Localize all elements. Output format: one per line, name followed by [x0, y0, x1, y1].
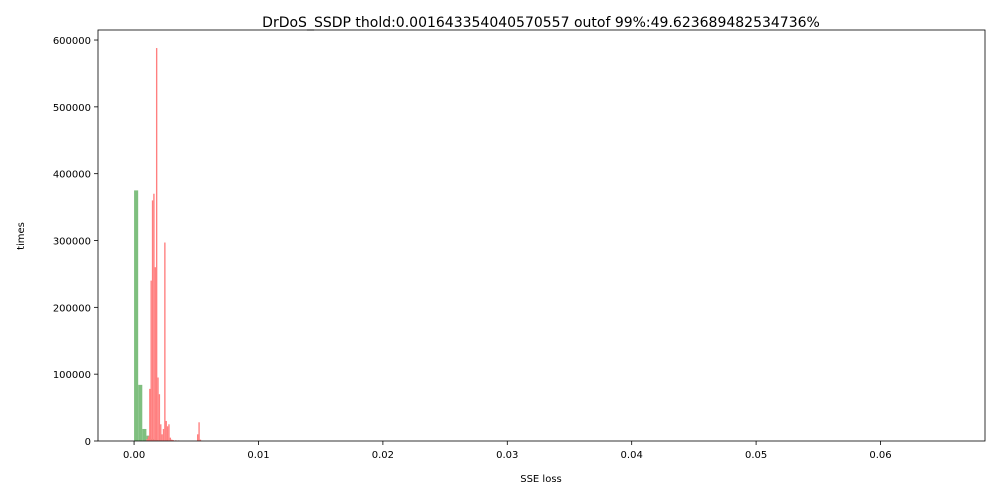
- histogram-bar: [157, 377, 159, 441]
- histogram-bar: [197, 434, 199, 441]
- histogram-bar: [146, 438, 148, 441]
- histogram-bars: [134, 48, 202, 441]
- y-axis-label: times: [16, 222, 27, 250]
- y-tick-label: 300000: [53, 237, 91, 248]
- chart-title: DrDoS_SSDP thold:0.001643354040570557 ou…: [262, 15, 820, 31]
- histogram-bar: [172, 439, 174, 441]
- histogram-bar: [198, 422, 200, 441]
- y-tick-label: 0: [85, 437, 91, 448]
- histogram-bar: [161, 434, 163, 441]
- histogram-bar: [151, 200, 154, 441]
- x-tick-label: 0.03: [496, 450, 518, 461]
- histogram-bar: [158, 394, 161, 441]
- histogram-bar: [160, 424, 162, 441]
- x-axis-ticks: 0.00 0.01 0.02 0.03 0.04 0.05 0.06: [123, 441, 892, 461]
- histogram-bar: [164, 242, 166, 441]
- histogram-bar: [134, 190, 139, 441]
- x-tick-label: 0.02: [372, 450, 394, 461]
- histogram-bar: [166, 426, 169, 441]
- y-tick-label: 400000: [53, 170, 91, 181]
- y-tick-label: 100000: [53, 370, 91, 381]
- histogram-bar: [165, 420, 167, 441]
- histogram-bar: [169, 437, 172, 441]
- histogram-bar: [199, 439, 202, 441]
- histogram-bar: [168, 424, 170, 441]
- x-tick-label: 0.05: [745, 450, 767, 461]
- histogram-bar: [153, 193, 155, 441]
- histogram-bar: [171, 439, 173, 441]
- histogram-bar: [162, 428, 165, 441]
- histogram-bar: [154, 267, 156, 441]
- y-axis-ticks: 0 100000 200000 300000 400000 500000 600000: [53, 36, 98, 448]
- x-tick-label: 0.04: [621, 450, 643, 461]
- histogram-bar: [147, 436, 150, 441]
- y-tick-label: 200000: [53, 303, 91, 314]
- histogram-bar: [150, 280, 152, 441]
- histogram-bar: [155, 48, 158, 441]
- x-tick-label: 0.00: [123, 450, 145, 461]
- y-tick-label: 500000: [53, 103, 91, 114]
- histogram-bar: [142, 428, 147, 441]
- x-tick-label: 0.06: [869, 450, 891, 461]
- x-tick-label: 0.01: [247, 450, 269, 461]
- histogram-bar: [149, 388, 151, 441]
- histogram-bar: [138, 384, 143, 441]
- y-tick-label: 600000: [53, 36, 91, 47]
- plot-frame: [97, 29, 986, 442]
- x-axis-label: SSE loss: [520, 474, 562, 485]
